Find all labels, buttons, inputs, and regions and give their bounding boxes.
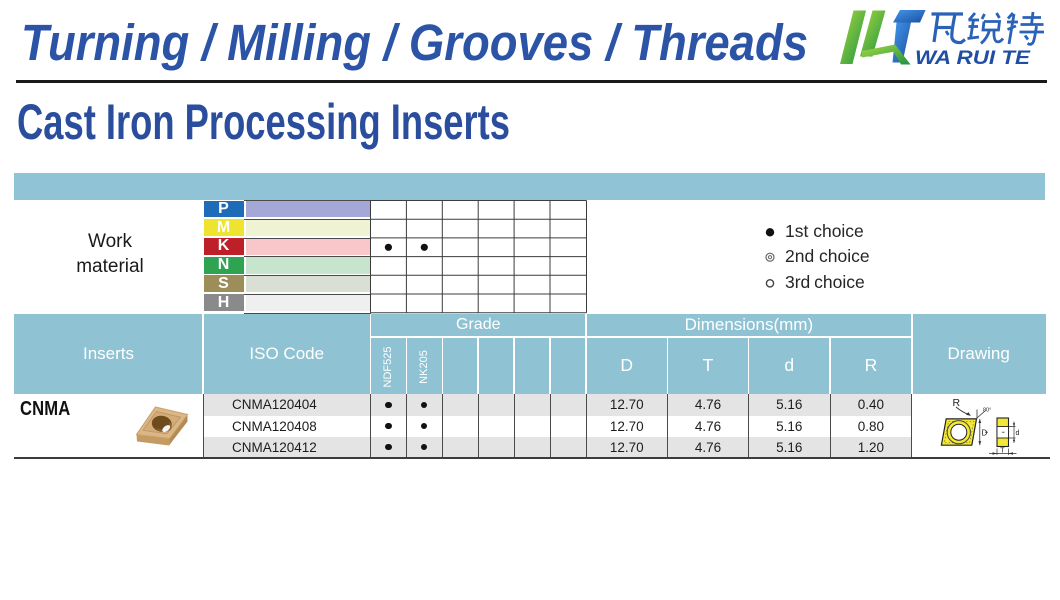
svg-text:d: d — [1016, 430, 1020, 437]
svg-text:80°: 80° — [983, 408, 991, 414]
svg-text:WA RUI TE: WA RUI TE — [915, 47, 1031, 68]
svg-text:R: R — [953, 397, 961, 409]
svg-text:D: D — [982, 429, 988, 438]
svg-text:T: T — [1000, 448, 1005, 455]
